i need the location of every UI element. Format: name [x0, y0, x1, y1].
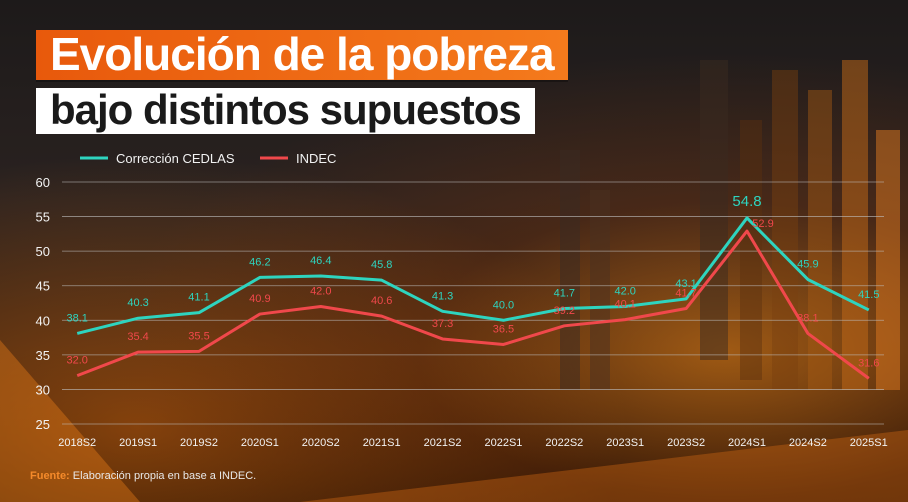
data-label: 42.0 [310, 285, 331, 297]
x-tick-label: 2019S2 [180, 437, 218, 449]
x-tick-label: 2021S1 [363, 437, 401, 449]
x-tick-label: 2023S2 [667, 437, 705, 449]
data-label: 37.3 [432, 318, 453, 330]
data-label: 38.1 [797, 312, 818, 324]
data-label: 39.2 [554, 305, 575, 317]
data-label: 45.9 [797, 258, 818, 270]
y-tick-label: 55 [36, 210, 50, 225]
data-label: 40.9 [249, 293, 270, 305]
source-label: Fuente: [30, 470, 70, 482]
y-tick-label: 60 [36, 175, 50, 190]
x-tick-label: 2020S2 [302, 437, 340, 449]
x-tick-label: 2022S1 [484, 437, 522, 449]
data-label: 36.5 [493, 323, 514, 335]
y-tick-label: 45 [36, 279, 50, 294]
data-label: 45.8 [371, 259, 392, 271]
data-label: 41.3 [432, 290, 453, 302]
x-tick-label: 2022S2 [545, 437, 583, 449]
data-label: 40.6 [371, 295, 392, 307]
x-tick-label: 2018S2 [58, 437, 96, 449]
x-tick-label: 2021S2 [424, 437, 462, 449]
source-text: Elaboración propia en base a INDEC. [72, 470, 257, 482]
y-tick-label: 40 [36, 313, 50, 328]
data-label: 43.1 [675, 278, 696, 290]
data-label: 40.1 [615, 299, 636, 311]
data-label: 35.5 [188, 330, 209, 342]
series-line-indec [76, 229, 870, 380]
data-label: 41.7 [554, 288, 575, 300]
x-tick-label: 2019S1 [119, 437, 157, 449]
legend-label-cedlas: Corrección CEDLAS [116, 151, 235, 166]
data-label: 46.4 [310, 255, 331, 267]
x-tick-label: 2024S1 [728, 437, 766, 449]
x-tick-label: 2024S2 [789, 437, 827, 449]
y-tick-label: 35 [36, 348, 50, 363]
data-label: 41.1 [188, 292, 209, 304]
data-label: 31.6 [858, 357, 879, 369]
data-label: 35.4 [127, 331, 148, 343]
data-label: 41.7 [675, 288, 696, 300]
series-line-cedlas [76, 216, 870, 335]
x-tick-label: 2025S1 [850, 437, 888, 449]
data-label: 38.1 [67, 312, 88, 324]
legend-label-indec: INDEC [296, 151, 336, 166]
data-label: 40.3 [127, 297, 148, 309]
data-label: 54.8 [732, 193, 761, 210]
source-note: Fuente: Elaboración propia en base a IND… [30, 470, 256, 482]
chart-title-line-1: Evolución de la pobreza [36, 30, 568, 81]
y-tick-label: 25 [36, 417, 50, 432]
y-tick-label: 50 [36, 244, 50, 259]
data-label: 32.0 [67, 355, 88, 367]
data-label: 40.0 [493, 299, 514, 311]
chart-title-line-2: bajo distintos supuestos [36, 87, 535, 135]
data-label: 52.9 [752, 218, 773, 230]
data-label: 42.0 [615, 285, 636, 297]
data-label: 41.5 [858, 289, 879, 301]
x-tick-label: 2023S1 [606, 437, 644, 449]
x-tick-label: 2020S1 [241, 437, 279, 449]
data-label: 46.2 [249, 256, 270, 268]
y-tick-label: 30 [36, 382, 50, 397]
